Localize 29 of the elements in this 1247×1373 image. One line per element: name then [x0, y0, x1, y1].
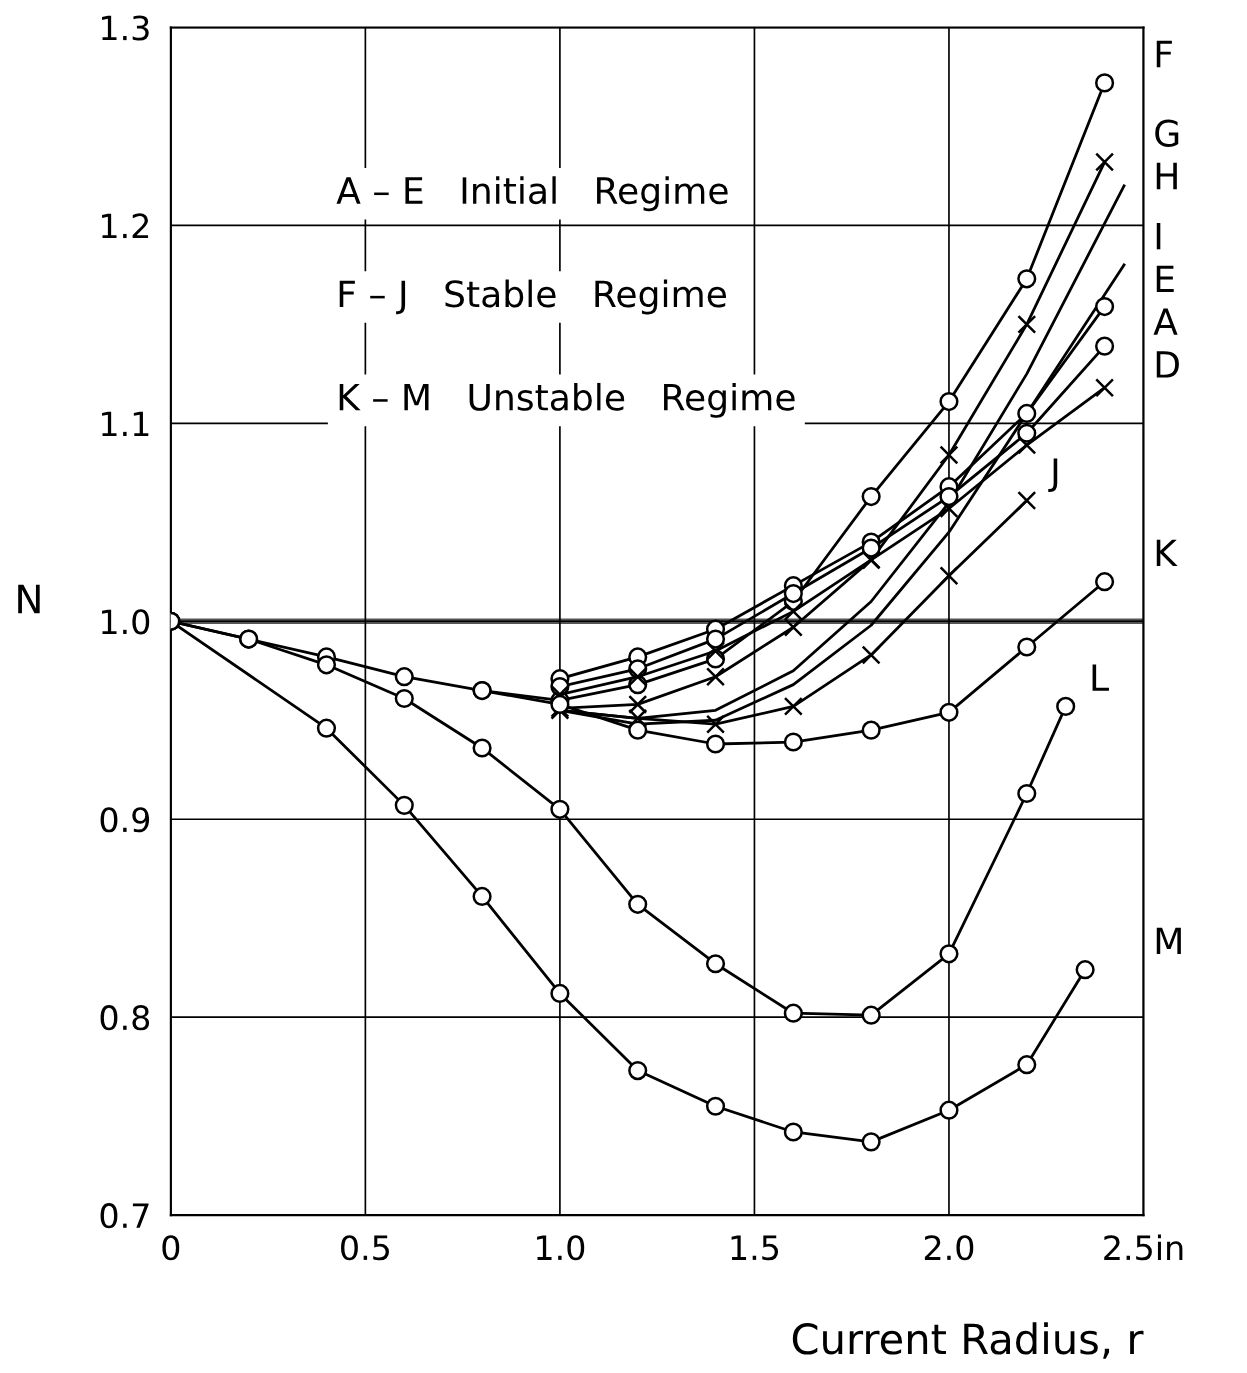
y-tick-label: 1.0 — [102, 609, 150, 635]
y-axis-title: N — [18, 584, 40, 614]
series-label: E — [1156, 265, 1174, 293]
series-label: L — [1092, 664, 1109, 691]
annotation: A – E Initial Regime — [336, 176, 728, 212]
x-tick-label: 1.0 — [537, 1235, 585, 1261]
y-tick-label: 1.3 — [102, 15, 149, 41]
series-label: H — [1156, 162, 1177, 190]
y-tick-label: 0.9 — [100, 807, 150, 833]
series-label: F — [1156, 40, 1172, 68]
y-tick-label: 0.7 — [100, 1203, 149, 1229]
series-label: J — [1048, 458, 1058, 493]
series-label: K — [1156, 539, 1178, 567]
series-label: I — [1156, 222, 1161, 250]
x-axis-title: Current Radius, r — [792, 1322, 1144, 1359]
y-tick-label: 1.2 — [102, 213, 149, 239]
series-label: G — [1155, 119, 1179, 147]
series-label: M — [1156, 927, 1181, 954]
y-tick-label: 0.8 — [100, 1005, 150, 1031]
annotation: F – J Stable Regime — [339, 279, 726, 315]
series-label: D — [1156, 351, 1179, 378]
x-tick-label: 2.5in — [1104, 1234, 1183, 1261]
y-tick-label: 1.1 — [102, 411, 149, 437]
x-tick-label: 0 — [162, 1235, 180, 1261]
x-tick-label: 0.5 — [341, 1235, 389, 1261]
x-tick-label: 1.5 — [731, 1235, 779, 1261]
annotation: K – M Unstable Regime — [339, 382, 795, 418]
series-label: A — [1153, 308, 1178, 335]
x-tick-label: 2.0 — [924, 1235, 974, 1261]
